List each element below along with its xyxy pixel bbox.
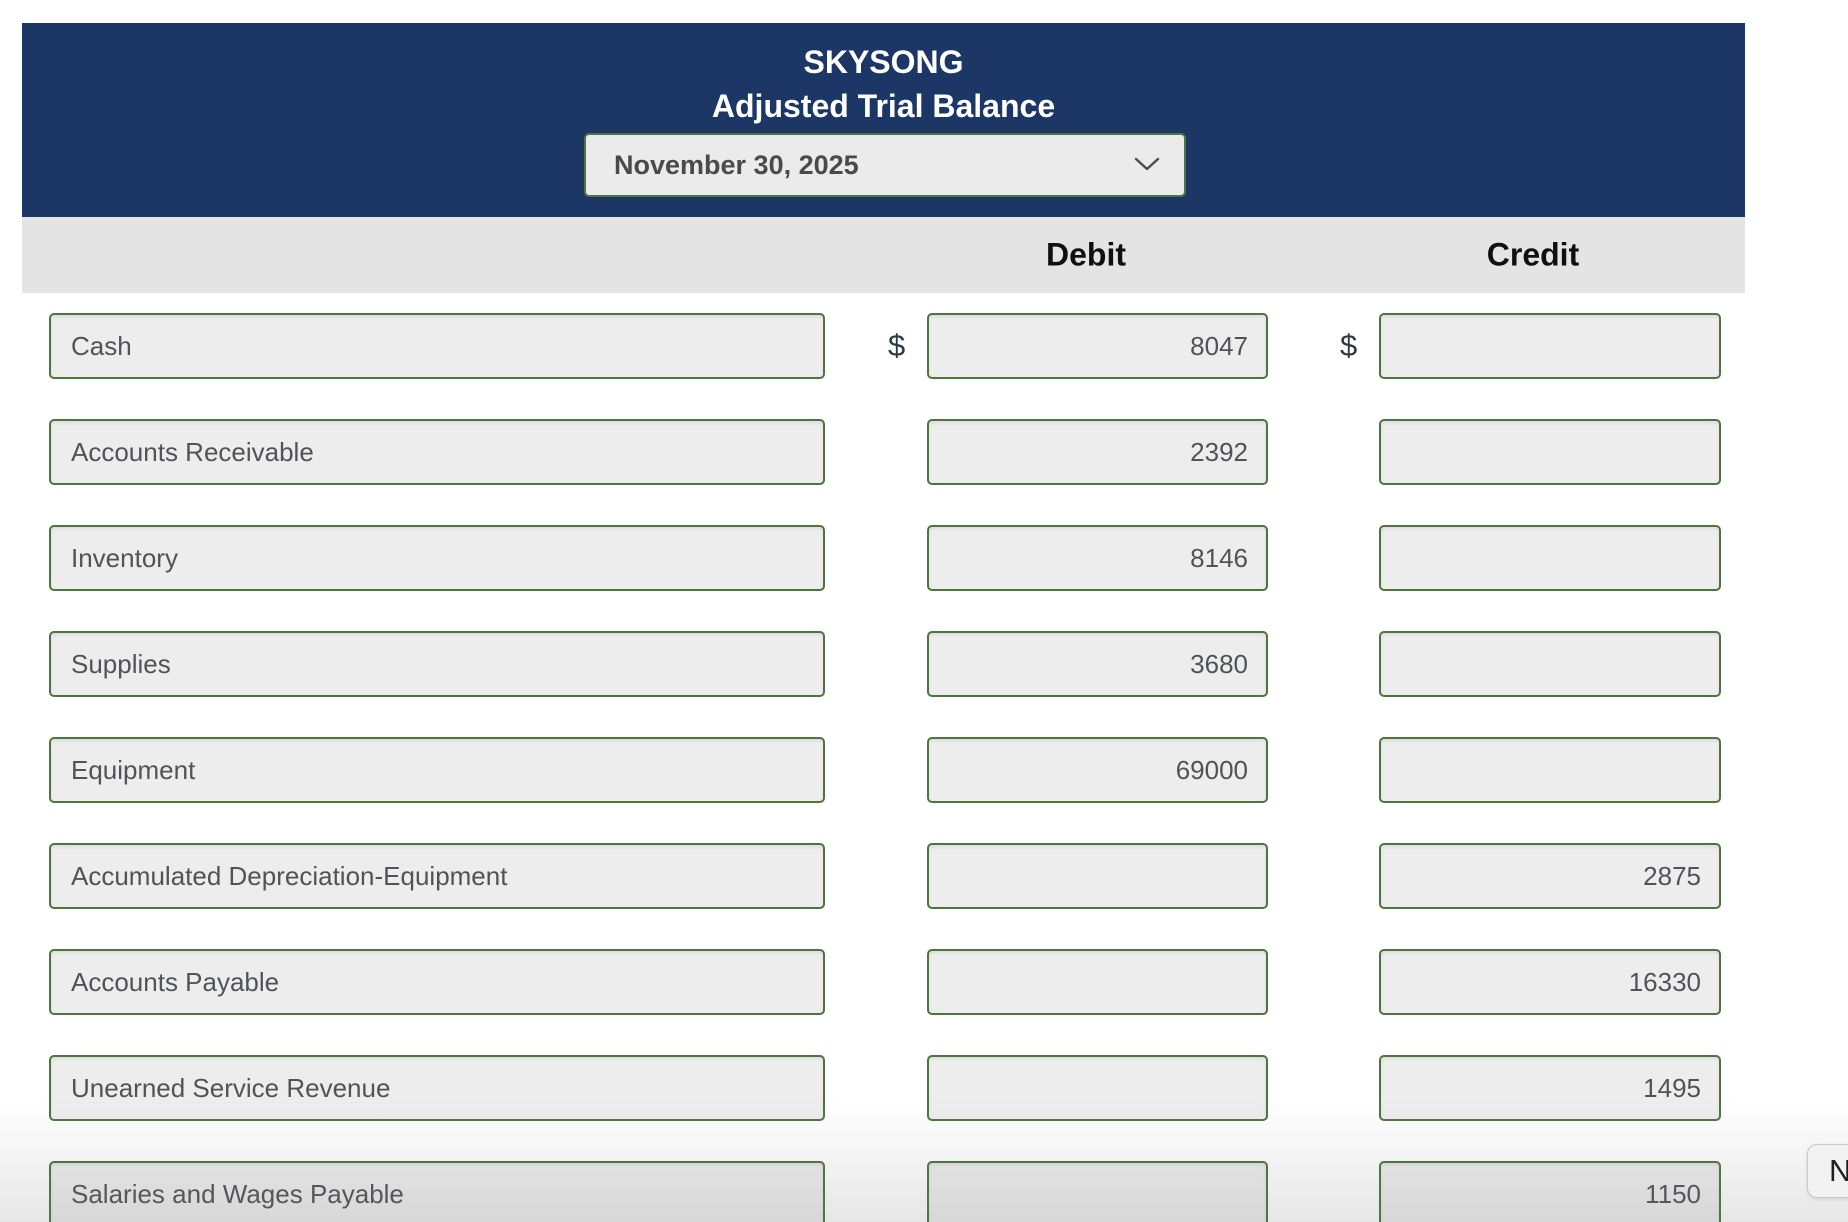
account-name-input[interactable]	[49, 949, 825, 1015]
debit-amount-input[interactable]	[927, 313, 1268, 379]
account-name-input[interactable]	[49, 631, 825, 697]
credit-currency-symbol: $	[1340, 328, 1358, 363]
credit-amount-input[interactable]	[1379, 313, 1721, 379]
company-name: SKYSONG	[803, 44, 964, 80]
next-button[interactable]: N	[1807, 1144, 1848, 1198]
debit-amount-input[interactable]	[927, 737, 1268, 803]
credit-amount-input[interactable]	[1379, 1055, 1721, 1121]
table-row: $ $	[0, 631, 1848, 697]
account-name-input[interactable]	[49, 525, 825, 591]
table-row: $ $	[0, 313, 1848, 379]
debit-amount-input[interactable]	[927, 843, 1268, 909]
credit-amount-input[interactable]	[1379, 525, 1721, 591]
credit-amount-input[interactable]	[1379, 631, 1721, 697]
statement-title: Adjusted Trial Balance	[711, 88, 1056, 124]
date-select[interactable]: November 30, 2025	[584, 133, 1186, 197]
debit-amount-input[interactable]	[927, 949, 1268, 1015]
credit-amount-input[interactable]	[1379, 737, 1721, 803]
credit-amount-input[interactable]	[1379, 843, 1721, 909]
trial-balance-rows: $ $ $ $ $ $ $ $	[0, 293, 1848, 1222]
account-name-input[interactable]	[49, 737, 825, 803]
debit-currency-symbol: $	[888, 328, 906, 363]
credit-amount-input[interactable]	[1379, 949, 1721, 1015]
table-row: $ $	[0, 949, 1848, 1015]
credit-column-header: Credit	[1486, 236, 1580, 273]
table-row: $ $	[0, 419, 1848, 485]
debit-amount-input[interactable]	[927, 525, 1268, 591]
debit-amount-input[interactable]	[927, 1161, 1268, 1222]
table-row: $ $	[0, 1055, 1848, 1121]
table-row: $ $	[0, 737, 1848, 803]
account-name-input[interactable]	[49, 419, 825, 485]
table-row: $ $	[0, 525, 1848, 591]
trial-balance-header: SKYSONG Adjusted Trial Balance November …	[22, 23, 1745, 217]
next-button-label: N	[1829, 1153, 1848, 1188]
account-name-input[interactable]	[49, 313, 825, 379]
table-row: $ $	[0, 843, 1848, 909]
debit-amount-input[interactable]	[927, 631, 1268, 697]
column-header-band: Debit Credit	[22, 217, 1745, 293]
table-row: $ $	[0, 1161, 1848, 1222]
debit-amount-input[interactable]	[927, 419, 1268, 485]
account-name-input[interactable]	[49, 1161, 825, 1222]
date-select-value: November 30, 2025	[614, 149, 859, 180]
chevron-down-icon	[1134, 157, 1160, 171]
account-name-input[interactable]	[49, 843, 825, 909]
debit-amount-input[interactable]	[927, 1055, 1268, 1121]
credit-amount-input[interactable]	[1379, 419, 1721, 485]
account-name-input[interactable]	[49, 1055, 825, 1121]
debit-column-header: Debit	[1046, 236, 1126, 273]
credit-amount-input[interactable]	[1379, 1161, 1721, 1222]
